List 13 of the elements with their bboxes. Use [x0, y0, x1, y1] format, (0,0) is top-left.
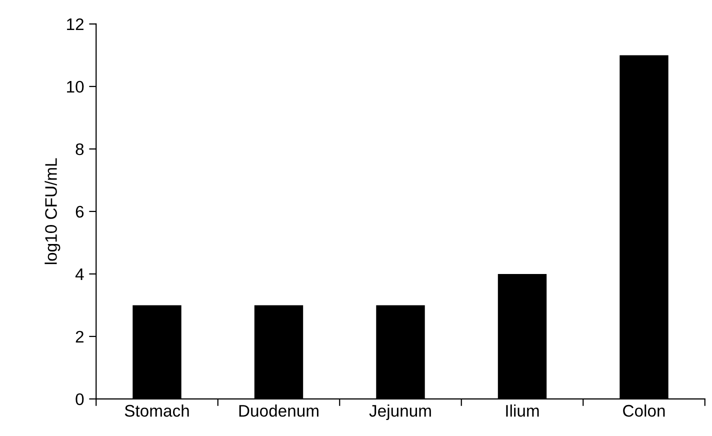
- x-tick-label: Jejunum: [369, 404, 431, 420]
- x-tick-label: Ilium: [506, 404, 539, 417]
- y-tick-label: 10: [67, 80, 84, 93]
- y-tick-label: 12: [67, 18, 84, 30]
- y-tick-label: 6: [76, 206, 84, 218]
- y-tick-label: 8: [76, 143, 84, 156]
- y-tick-label: 0: [76, 393, 84, 406]
- x-tick-label: Duodenum: [239, 404, 318, 417]
- y-tick-label: 2: [76, 330, 84, 342]
- x-tick-label: Colon: [623, 404, 665, 417]
- y-tick-label: 4: [75, 268, 84, 280]
- x-tick-label: Stomach: [124, 404, 189, 417]
- y-axis-title: log10 CFU/mL: [44, 158, 60, 264]
